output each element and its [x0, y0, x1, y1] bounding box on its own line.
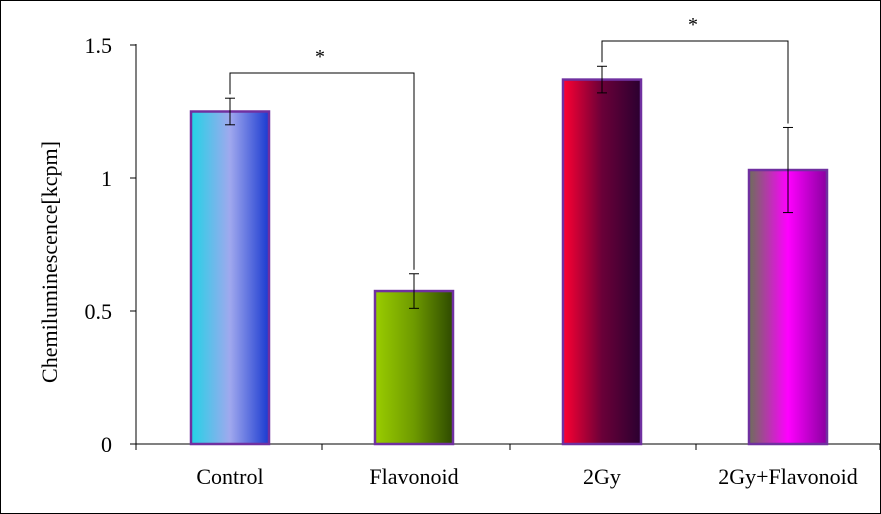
y-tick-label: 0 [101, 432, 112, 457]
error-bars [225, 65, 793, 309]
significance-marker: * [688, 14, 698, 36]
significance-bracket [601, 40, 789, 124]
x-tick-label: Control [196, 464, 263, 489]
significance-bracket [229, 72, 415, 270]
tick-labels: 0 0.5 1 1.5 Control Flavonoid 2Gy 2Gy+Flavonoid [85, 33, 858, 489]
bar-2gy [561, 78, 643, 446]
y-tick-label: 1.5 [85, 33, 113, 58]
y-axis-title: Chemiluminescence[kcpm] [37, 141, 62, 383]
x-tick-label: 2Gy+Flavonoid [718, 464, 858, 489]
y-tick-label: 0.5 [85, 299, 113, 324]
bar-control [189, 110, 271, 446]
bars [189, 78, 829, 446]
x-tick-label: Flavonoid [369, 464, 458, 489]
y-tick-label: 1 [101, 166, 112, 191]
significance-marker: * [315, 46, 325, 68]
x-tick-label: 2Gy [583, 464, 621, 489]
bar-2gy-flavonoid [747, 168, 829, 446]
significance-brackets: ** [229, 14, 789, 270]
bar-flavonoid [373, 289, 455, 446]
